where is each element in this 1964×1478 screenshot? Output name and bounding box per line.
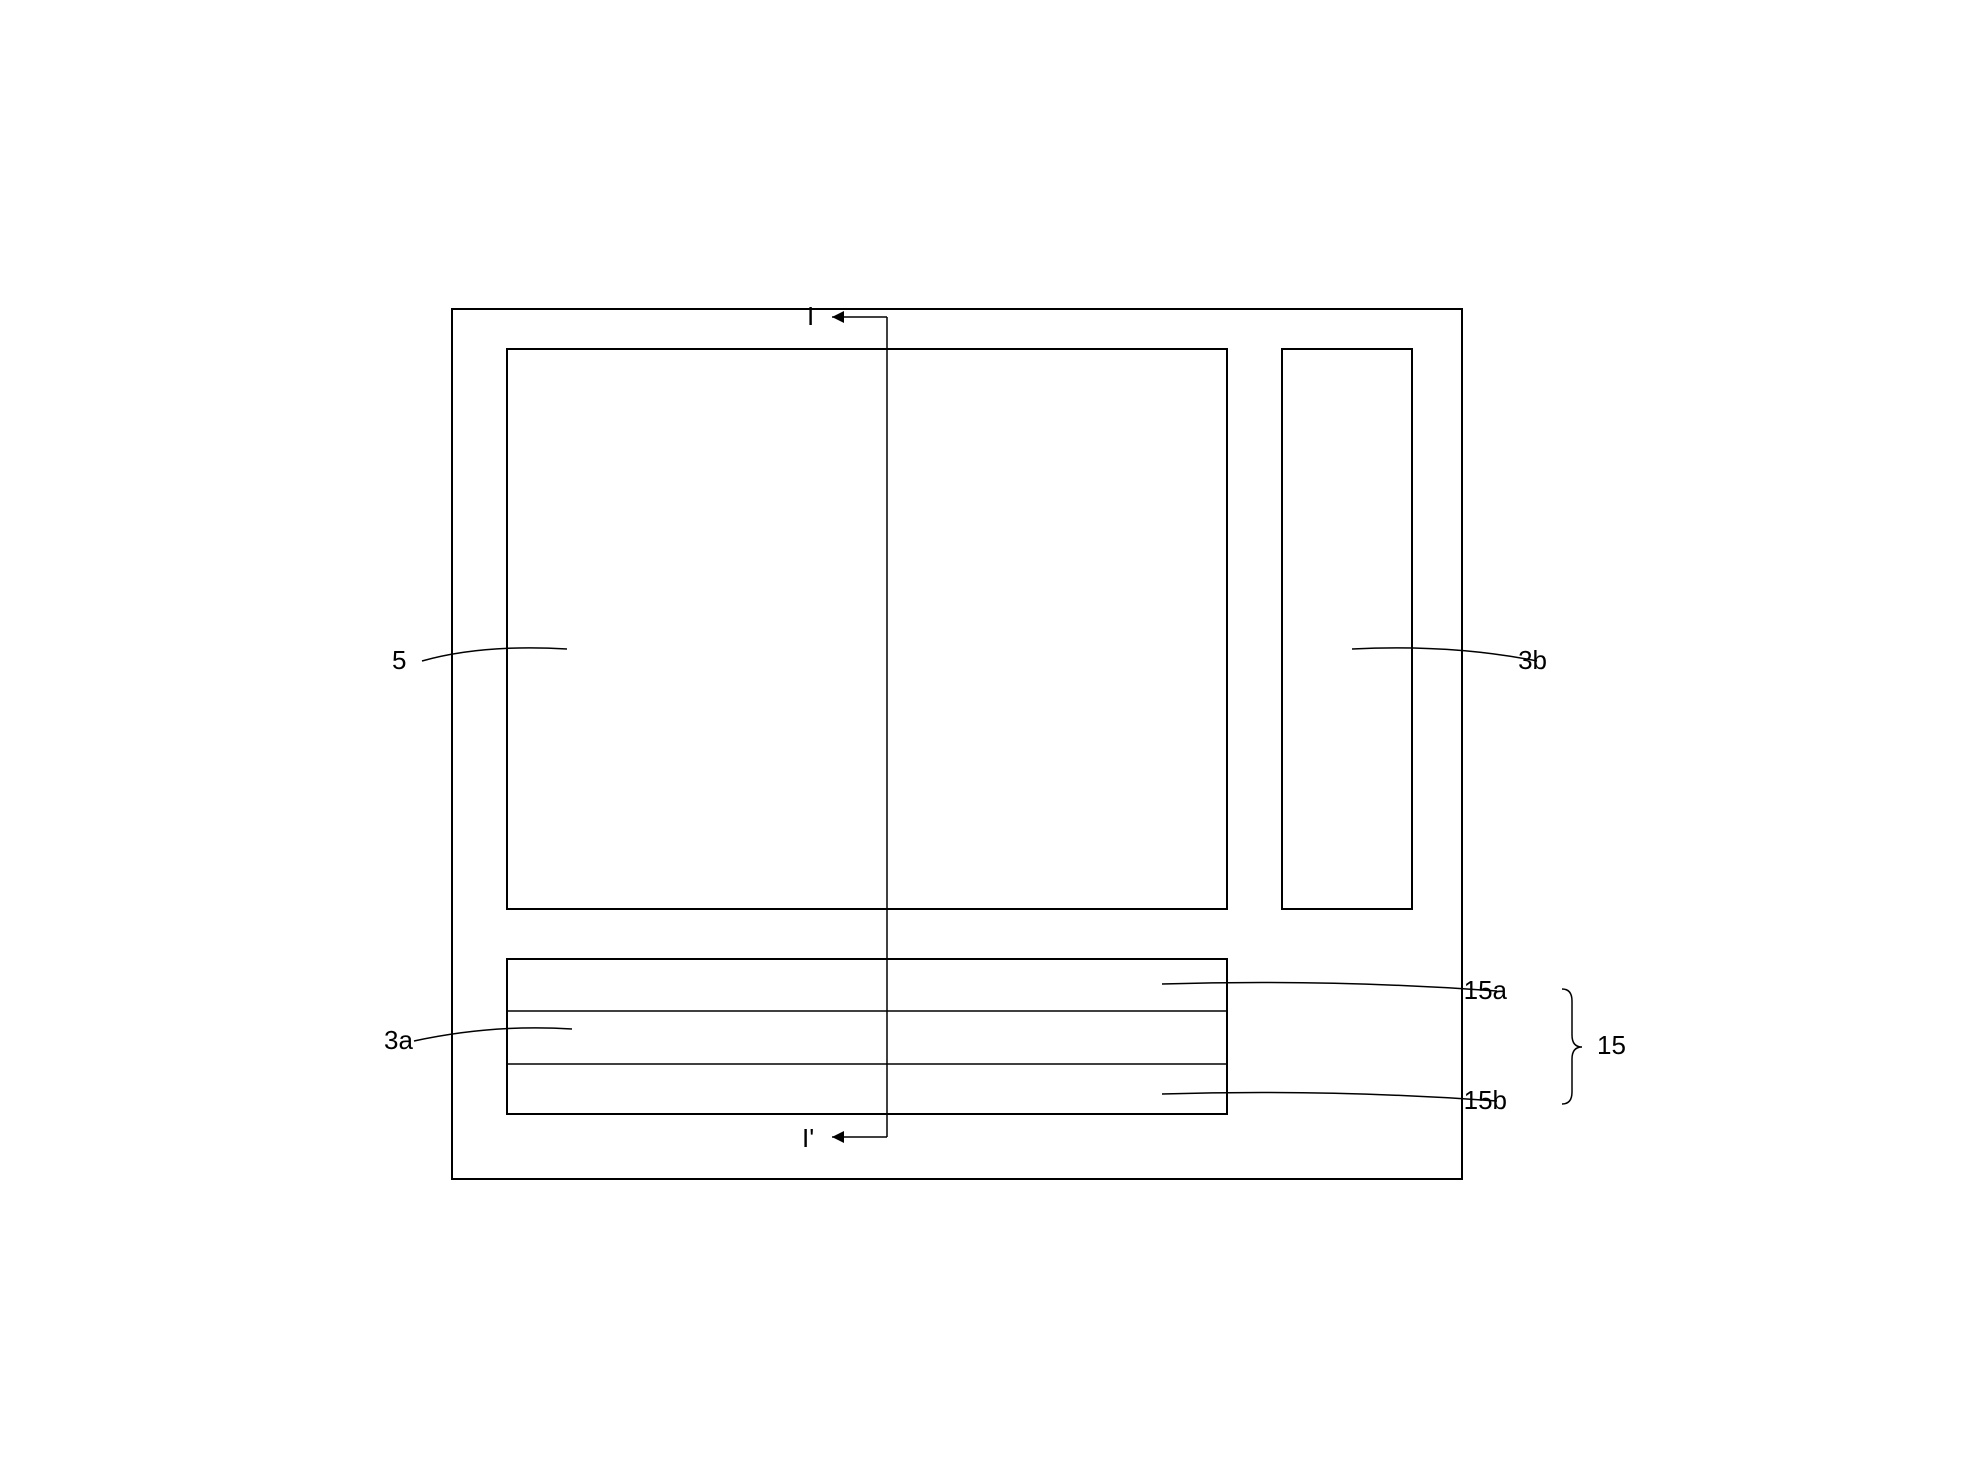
label-l15a: 15a [1464,975,1508,1005]
label-l3a: 3a [384,1025,413,1055]
leader-l5 [422,648,567,661]
right-region-3b [1282,349,1412,909]
label-l5: 5 [392,645,406,675]
leader-l15a [1162,983,1497,991]
main-region-5 [507,349,1227,909]
leader-l3b [1352,648,1537,661]
label-l3b: 3b [1518,645,1547,675]
section-label-top: I [807,301,814,331]
label-l15: 15 [1597,1030,1626,1060]
bottom-region-3a [507,959,1227,1114]
leader-l15b [1162,1093,1497,1101]
diagram-container: I I' 5 3a 3b 15a 15b 15 [332,249,1632,1229]
brace-15 [1562,989,1582,1104]
leader-l3a [414,1028,572,1041]
section-arrow-top-head [832,311,844,323]
section-label-bottom: I' [802,1123,814,1153]
technical-diagram: I I' 5 3a 3b 15a 15b 15 [332,249,1632,1229]
section-arrow-bottom-head [832,1131,844,1143]
label-l15b: 15b [1464,1085,1507,1115]
outer-frame [452,309,1462,1179]
